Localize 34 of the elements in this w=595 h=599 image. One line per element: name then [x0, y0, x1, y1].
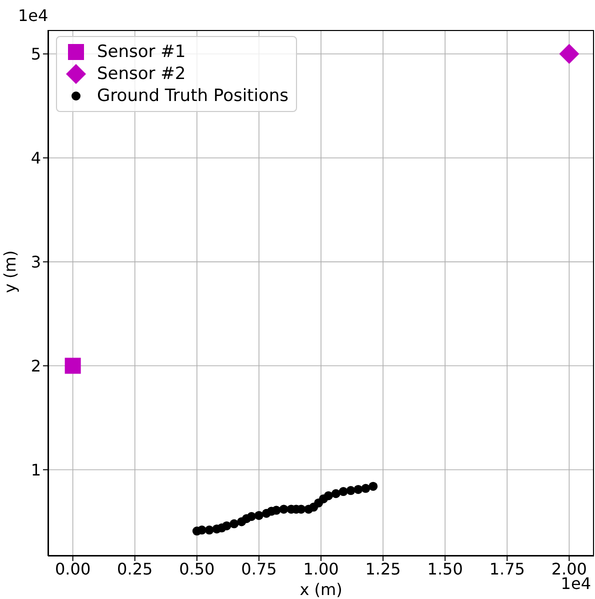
point [247, 512, 256, 521]
y-tick-label: 1 [30, 460, 41, 480]
x-tick-label: 0.00 [55, 559, 91, 578]
y-tick-label: 2 [30, 356, 41, 376]
point [346, 486, 356, 496]
x-tick-label: 0.50 [179, 559, 215, 578]
point [272, 506, 281, 515]
x-tick-label: 0.25 [117, 559, 153, 578]
x-axis-title: x (m) [300, 580, 342, 599]
point [324, 491, 333, 500]
x-tick-label: 1.50 [427, 559, 463, 578]
x-tick-label: 1.00 [303, 559, 339, 578]
x-tick-label: 0.75 [241, 559, 277, 578]
point [368, 482, 378, 491]
point [64, 358, 81, 374]
point [338, 487, 348, 496]
legend-label: Sensor #1 [97, 41, 186, 63]
x-tick-label: 1.25 [365, 559, 401, 578]
y-axis-title: y (m) [0, 250, 20, 293]
point [230, 519, 239, 528]
y-tick-label: 3 [30, 252, 41, 272]
point [204, 526, 214, 535]
point [559, 44, 580, 64]
legend-label: Ground Truth Positions [97, 85, 288, 107]
point [361, 484, 370, 493]
x-tick-label: 1.75 [489, 559, 525, 578]
point [222, 521, 232, 530]
text: 1e4 [18, 6, 48, 25]
point [354, 484, 363, 494]
point [331, 489, 340, 498]
y-tick-label: 4 [30, 148, 41, 168]
point [254, 510, 264, 520]
y-tick-label: 5 [30, 44, 41, 64]
legend-label: Sensor #2 [97, 63, 186, 85]
